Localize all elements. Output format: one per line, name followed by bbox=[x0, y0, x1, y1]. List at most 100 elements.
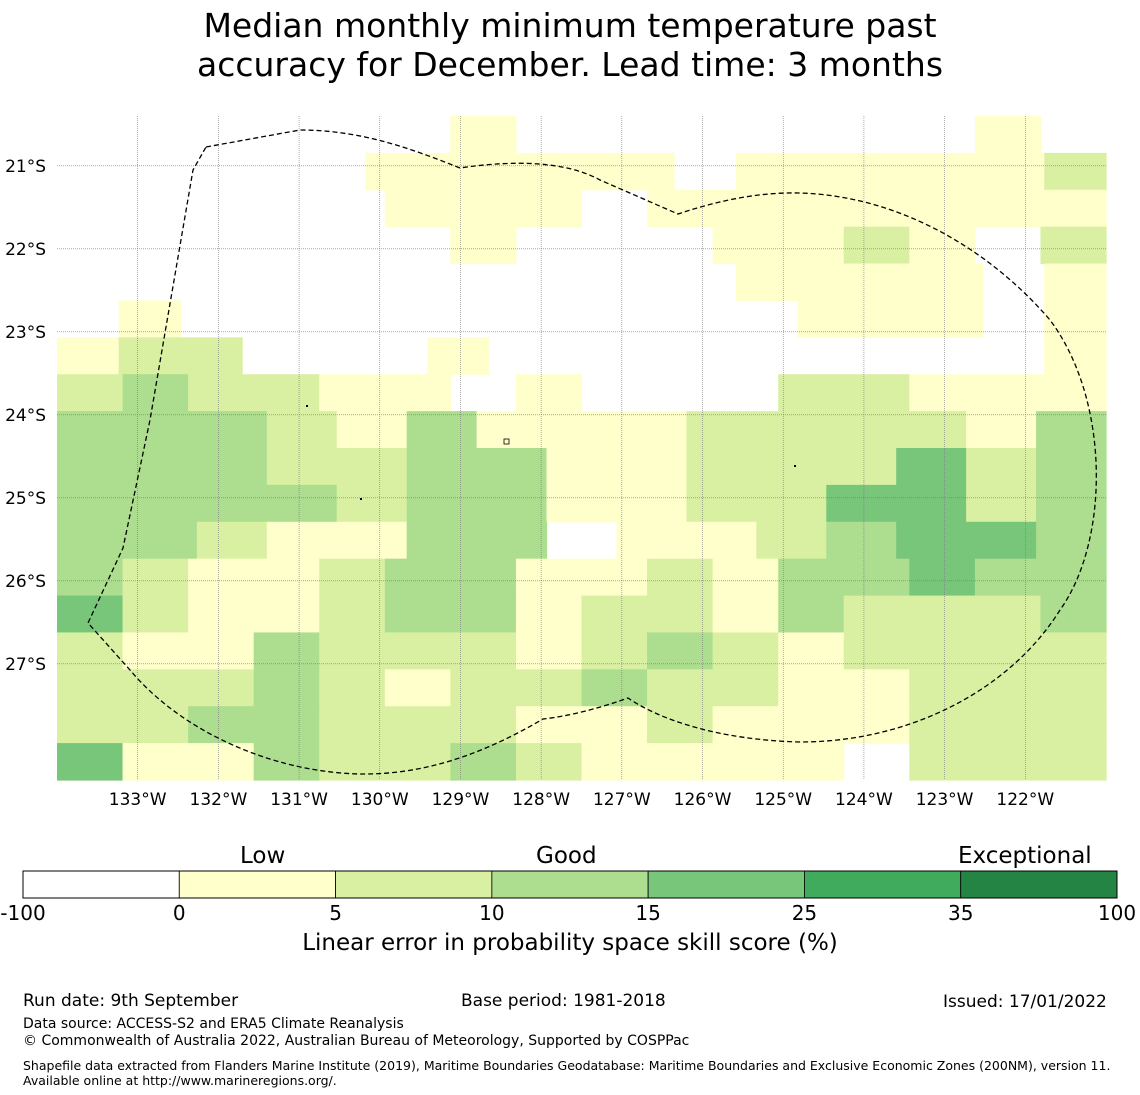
skill-cell bbox=[253, 595, 320, 634]
skill-cell bbox=[843, 374, 910, 412]
legend-category-low: Low bbox=[240, 843, 286, 869]
skill-cell bbox=[57, 595, 124, 634]
skill-cell bbox=[843, 189, 910, 228]
longitude-label: 130°W bbox=[351, 790, 409, 810]
skill-cell bbox=[686, 521, 757, 560]
skill-cell bbox=[57, 706, 124, 744]
skill-cell bbox=[909, 558, 976, 597]
skill-cell bbox=[57, 448, 128, 486]
skill-cell bbox=[778, 595, 845, 634]
skill-cell bbox=[896, 411, 967, 449]
skill-cell bbox=[647, 743, 714, 781]
latitude-label: 21°S bbox=[5, 157, 46, 177]
skill-cell bbox=[712, 558, 779, 597]
skill-cell bbox=[1040, 632, 1107, 670]
skill-cell bbox=[57, 521, 128, 560]
longitude-label: 132°W bbox=[190, 790, 248, 810]
skill-cell bbox=[826, 448, 897, 486]
longitude-label: 126°W bbox=[674, 790, 732, 810]
skill-cell bbox=[974, 743, 1042, 781]
skill-cell bbox=[1044, 263, 1107, 302]
skill-cell bbox=[365, 152, 428, 191]
skill-cell bbox=[920, 263, 984, 302]
skill-cell bbox=[1036, 411, 1107, 449]
skill-cell bbox=[126, 411, 198, 449]
skill-cell bbox=[180, 337, 243, 375]
skill-cell bbox=[384, 706, 451, 744]
colorbar-segment bbox=[178, 870, 336, 899]
longitude-label: 129°W bbox=[432, 790, 490, 810]
skill-cell bbox=[1036, 484, 1107, 523]
skill-cell bbox=[686, 448, 757, 486]
skill-cell bbox=[319, 558, 386, 597]
skill-cell bbox=[266, 448, 338, 486]
skill-cell bbox=[712, 632, 779, 670]
skill-cell bbox=[909, 374, 976, 412]
skill-cell bbox=[336, 448, 408, 486]
skill-cell bbox=[778, 558, 845, 597]
skill-cell bbox=[122, 374, 189, 412]
skill-cell bbox=[450, 558, 517, 597]
skill-cell bbox=[450, 743, 517, 781]
skill-cell bbox=[319, 595, 386, 634]
colorbar-tick-label: 5 bbox=[329, 901, 342, 925]
skill-cell bbox=[253, 558, 320, 597]
skill-cell bbox=[266, 484, 338, 523]
longitude-label: 131°W bbox=[270, 790, 328, 810]
colorbar-segment bbox=[22, 870, 180, 899]
skill-cell bbox=[57, 411, 128, 449]
skill-cell bbox=[406, 448, 478, 486]
skill-cell bbox=[450, 226, 517, 265]
latitude-label: 23°S bbox=[5, 323, 46, 343]
skill-cell bbox=[1040, 226, 1107, 265]
longitude-label: 127°W bbox=[593, 790, 651, 810]
latitude-label: 27°S bbox=[5, 655, 46, 675]
skill-cell bbox=[686, 411, 757, 449]
island-mark bbox=[503, 438, 510, 445]
skill-cell bbox=[450, 595, 517, 634]
colorbar-label: Linear error in probability space skill … bbox=[302, 930, 838, 956]
colorbar-tick-label: 100 bbox=[1098, 901, 1136, 925]
skill-cell bbox=[581, 706, 648, 744]
skill-cell bbox=[188, 558, 255, 597]
longitude-label: 123°W bbox=[916, 790, 974, 810]
skill-cell bbox=[319, 743, 386, 781]
skill-cell bbox=[974, 116, 1042, 154]
skill-cell bbox=[57, 669, 124, 707]
skill-cell bbox=[57, 337, 120, 375]
skill-cell bbox=[826, 484, 897, 523]
colorbar-segment bbox=[491, 870, 649, 899]
skill-cell bbox=[909, 743, 976, 781]
skill-cell bbox=[974, 374, 1042, 412]
legend-category-good: Good bbox=[536, 843, 597, 869]
skill-cell bbox=[57, 374, 124, 412]
colorbar-tick-label: 35 bbox=[948, 901, 973, 925]
skill-cell bbox=[974, 189, 1042, 228]
skill-cell bbox=[712, 743, 779, 781]
skill-cell bbox=[843, 558, 910, 597]
copyright: © Commonwealth of Australia 2022, Austra… bbox=[23, 1033, 690, 1049]
base-period: Base period: 1981-2018 bbox=[461, 991, 666, 1011]
skill-cell bbox=[515, 558, 583, 597]
skill-cell bbox=[384, 595, 451, 634]
skill-cell bbox=[196, 521, 268, 560]
island-markers bbox=[306, 405, 796, 500]
skill-cell bbox=[909, 669, 976, 707]
skill-cell bbox=[712, 189, 779, 228]
skill-cell bbox=[515, 595, 583, 634]
skill-cell bbox=[515, 632, 583, 670]
skill-cell bbox=[1044, 337, 1107, 375]
skill-cell bbox=[427, 337, 490, 375]
latitude-label: 25°S bbox=[5, 489, 46, 509]
skill-cell bbox=[581, 595, 648, 634]
skill-cell bbox=[550, 152, 613, 191]
skill-cell bbox=[319, 374, 386, 412]
skill-cell bbox=[384, 669, 451, 707]
skill-cell bbox=[476, 411, 548, 449]
title-line-1: Median monthly minimum temperature past bbox=[203, 6, 937, 45]
skill-cell bbox=[253, 743, 320, 781]
skill-cell bbox=[612, 152, 675, 191]
latitude-label: 22°S bbox=[5, 240, 46, 260]
skill-cell bbox=[778, 189, 845, 228]
skill-cell bbox=[797, 152, 860, 191]
